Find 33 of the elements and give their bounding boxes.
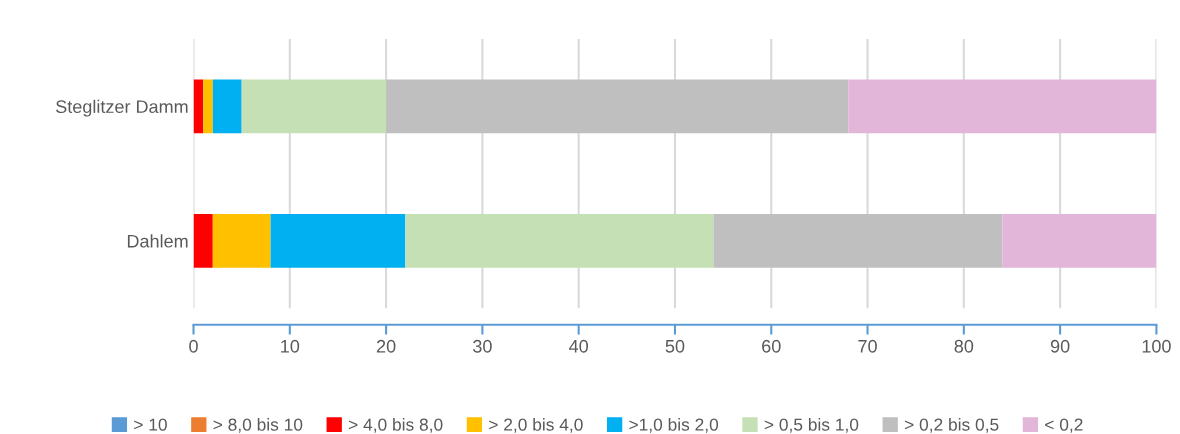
bar: [386, 79, 849, 134]
x-tick-label: 0: [189, 339, 198, 353]
bar: [212, 213, 271, 268]
legend-label: > 0,2 bis 0,5: [904, 418, 999, 433]
y-tick-label: Steglitzer Damm: [56, 99, 188, 117]
x-tick-label: 100: [1142, 339, 1171, 353]
bar: [193, 79, 204, 134]
legend-label: < 0,2: [1045, 418, 1083, 433]
bar: [193, 213, 213, 268]
bar: [212, 79, 242, 134]
x-tick-label: 30: [473, 339, 492, 353]
legend-label: >1,0 bis 2,0: [629, 418, 719, 433]
bar: [270, 213, 406, 268]
y-tick-label: Dahlem: [127, 234, 188, 248]
x-tick-label: 10: [281, 339, 300, 353]
legend-label: > 0,5 bis 1,0: [764, 418, 859, 433]
bar: [241, 79, 387, 134]
x-tick-label: 40: [569, 339, 589, 353]
legend-label: > 2,0 bis 4,0: [489, 418, 583, 433]
legend-label: > 8,0 bis 10: [213, 418, 303, 433]
x-tick-label: 90: [1050, 339, 1070, 353]
bar: [203, 79, 213, 134]
bar: [713, 213, 1003, 268]
x-tick-label: 50: [665, 339, 685, 353]
bar: [1002, 213, 1157, 268]
bar: [848, 79, 1157, 134]
x-tick-label: 60: [762, 339, 781, 353]
legend-label: > 4,0 bis 8,0: [348, 418, 443, 433]
x-tick-label: 80: [954, 339, 974, 353]
bar: [405, 213, 714, 268]
x-tick-label: 20: [376, 339, 396, 353]
x-tick-label: 70: [858, 339, 877, 353]
legend-label: > 10: [134, 418, 167, 431]
